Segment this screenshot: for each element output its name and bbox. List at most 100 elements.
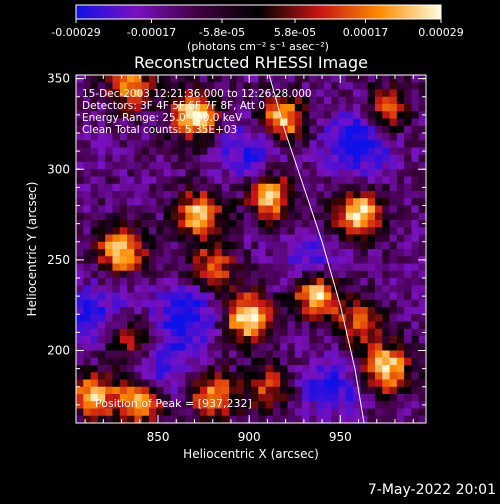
heatmap-cell bbox=[243, 321, 252, 330]
heatmap-cell bbox=[76, 321, 84, 330]
heatmap-cell bbox=[258, 89, 267, 98]
heatmap-cell bbox=[251, 82, 259, 91]
heatmap-cell bbox=[345, 307, 354, 315]
heatmap-cell bbox=[97, 227, 106, 236]
heatmap-cell bbox=[280, 357, 289, 366]
heatmap-cell bbox=[258, 227, 267, 236]
heatmap-cell bbox=[389, 365, 398, 373]
heatmap-cell bbox=[119, 372, 128, 381]
heatmap-cell bbox=[83, 285, 92, 294]
heatmap-cell bbox=[243, 299, 252, 308]
heatmap-cell bbox=[280, 321, 289, 330]
heatmap-cell bbox=[345, 227, 354, 236]
annotation-line: Detectors: 3F 4F 5F 6F 7F 8F, Att 0 bbox=[82, 100, 265, 112]
heatmap-cell bbox=[127, 299, 135, 308]
heatmap-cell bbox=[185, 314, 194, 323]
heatmap-cell bbox=[134, 162, 143, 170]
heatmap-cell bbox=[323, 82, 332, 91]
heatmap-cell bbox=[127, 220, 135, 228]
heatmap-cell bbox=[360, 133, 369, 141]
heatmap-cell bbox=[272, 75, 281, 83]
heatmap-cell bbox=[229, 183, 238, 192]
heatmap-cell bbox=[345, 256, 354, 265]
heatmap-cell bbox=[309, 307, 318, 315]
heatmap-cell bbox=[207, 249, 216, 257]
heatmap-cell bbox=[294, 154, 303, 163]
heatmap-cell bbox=[367, 220, 376, 228]
heatmap-cell bbox=[112, 198, 121, 207]
heatmap-cell bbox=[105, 299, 114, 308]
heatmap-cell bbox=[90, 220, 99, 228]
heatmap-cell bbox=[367, 191, 376, 199]
x-axis-label: Heliocentric X (arcsec) bbox=[183, 447, 319, 461]
heatmap-cell bbox=[353, 372, 361, 381]
heatmap-cell bbox=[243, 343, 252, 352]
heatmap-cell bbox=[229, 96, 238, 105]
heatmap-cell bbox=[163, 343, 172, 352]
heatmap-cell bbox=[185, 234, 194, 243]
heatmap-cell bbox=[272, 285, 281, 294]
heatmap-cell bbox=[112, 307, 121, 315]
heatmap-cell bbox=[214, 176, 223, 185]
heatmap-cell bbox=[294, 147, 303, 156]
heatmap-cell bbox=[265, 147, 274, 156]
heatmap-cell bbox=[214, 336, 223, 344]
heatmap-cell bbox=[374, 89, 383, 98]
heatmap-cell bbox=[83, 89, 92, 98]
heatmap-cell bbox=[345, 234, 354, 243]
heatmap-cell bbox=[141, 125, 150, 134]
heatmap-cell bbox=[207, 307, 216, 315]
heatmap-cell bbox=[258, 234, 267, 243]
heatmap-cell bbox=[404, 408, 413, 417]
heatmap-cell bbox=[418, 118, 426, 127]
heatmap-cell bbox=[251, 401, 259, 410]
heatmap-cell bbox=[83, 365, 92, 373]
heatmap-cell bbox=[236, 125, 245, 134]
heatmap-cell bbox=[243, 263, 252, 272]
heatmap-cell bbox=[360, 176, 369, 185]
heatmap-cell bbox=[199, 328, 208, 337]
heatmap-cell bbox=[243, 118, 252, 127]
heatmap-cell bbox=[302, 379, 310, 388]
heatmap-cell bbox=[382, 111, 391, 120]
heatmap-cell bbox=[309, 415, 318, 423]
heatmap-cell bbox=[396, 386, 405, 395]
heatmap-cell bbox=[97, 270, 106, 279]
heatmap-cell bbox=[360, 198, 369, 207]
heatmap-cell bbox=[280, 147, 289, 156]
heatmap-cell bbox=[127, 118, 135, 127]
heatmap-cell bbox=[119, 241, 128, 250]
heatmap-cell bbox=[156, 191, 165, 199]
heatmap-cell bbox=[382, 415, 391, 423]
heatmap-cell bbox=[309, 292, 318, 301]
heatmap-cell bbox=[185, 263, 194, 272]
heatmap-cell bbox=[316, 314, 325, 323]
heatmap-cell bbox=[105, 270, 114, 279]
heatmap-cell bbox=[258, 299, 267, 308]
heatmap-cell bbox=[331, 89, 340, 98]
heatmap-cell bbox=[411, 125, 420, 134]
heatmap-cell bbox=[309, 263, 318, 272]
heatmap-cell bbox=[243, 314, 252, 323]
heatmap-cell bbox=[192, 314, 201, 323]
heatmap-cell bbox=[316, 299, 325, 308]
heatmap-cell bbox=[374, 191, 383, 199]
heatmap-cell bbox=[221, 75, 230, 83]
heatmap-cell bbox=[411, 176, 420, 185]
heatmap-cell bbox=[309, 321, 318, 330]
heatmap-cell bbox=[141, 307, 150, 315]
heatmap-cell bbox=[148, 372, 157, 381]
heatmap-cell bbox=[170, 147, 179, 156]
heatmap-cell bbox=[221, 96, 230, 105]
heatmap-cell bbox=[90, 328, 99, 337]
heatmap-cell bbox=[192, 220, 201, 228]
heatmap-cell bbox=[389, 285, 398, 294]
heatmap-cell bbox=[338, 176, 347, 185]
heatmap-cell bbox=[265, 169, 274, 178]
heatmap-cell bbox=[127, 336, 135, 344]
heatmap-cell bbox=[156, 82, 165, 91]
heatmap-cell bbox=[280, 133, 289, 141]
heatmap-cell bbox=[309, 336, 318, 344]
heatmap-cell bbox=[382, 321, 391, 330]
heatmap-cell bbox=[229, 299, 238, 308]
